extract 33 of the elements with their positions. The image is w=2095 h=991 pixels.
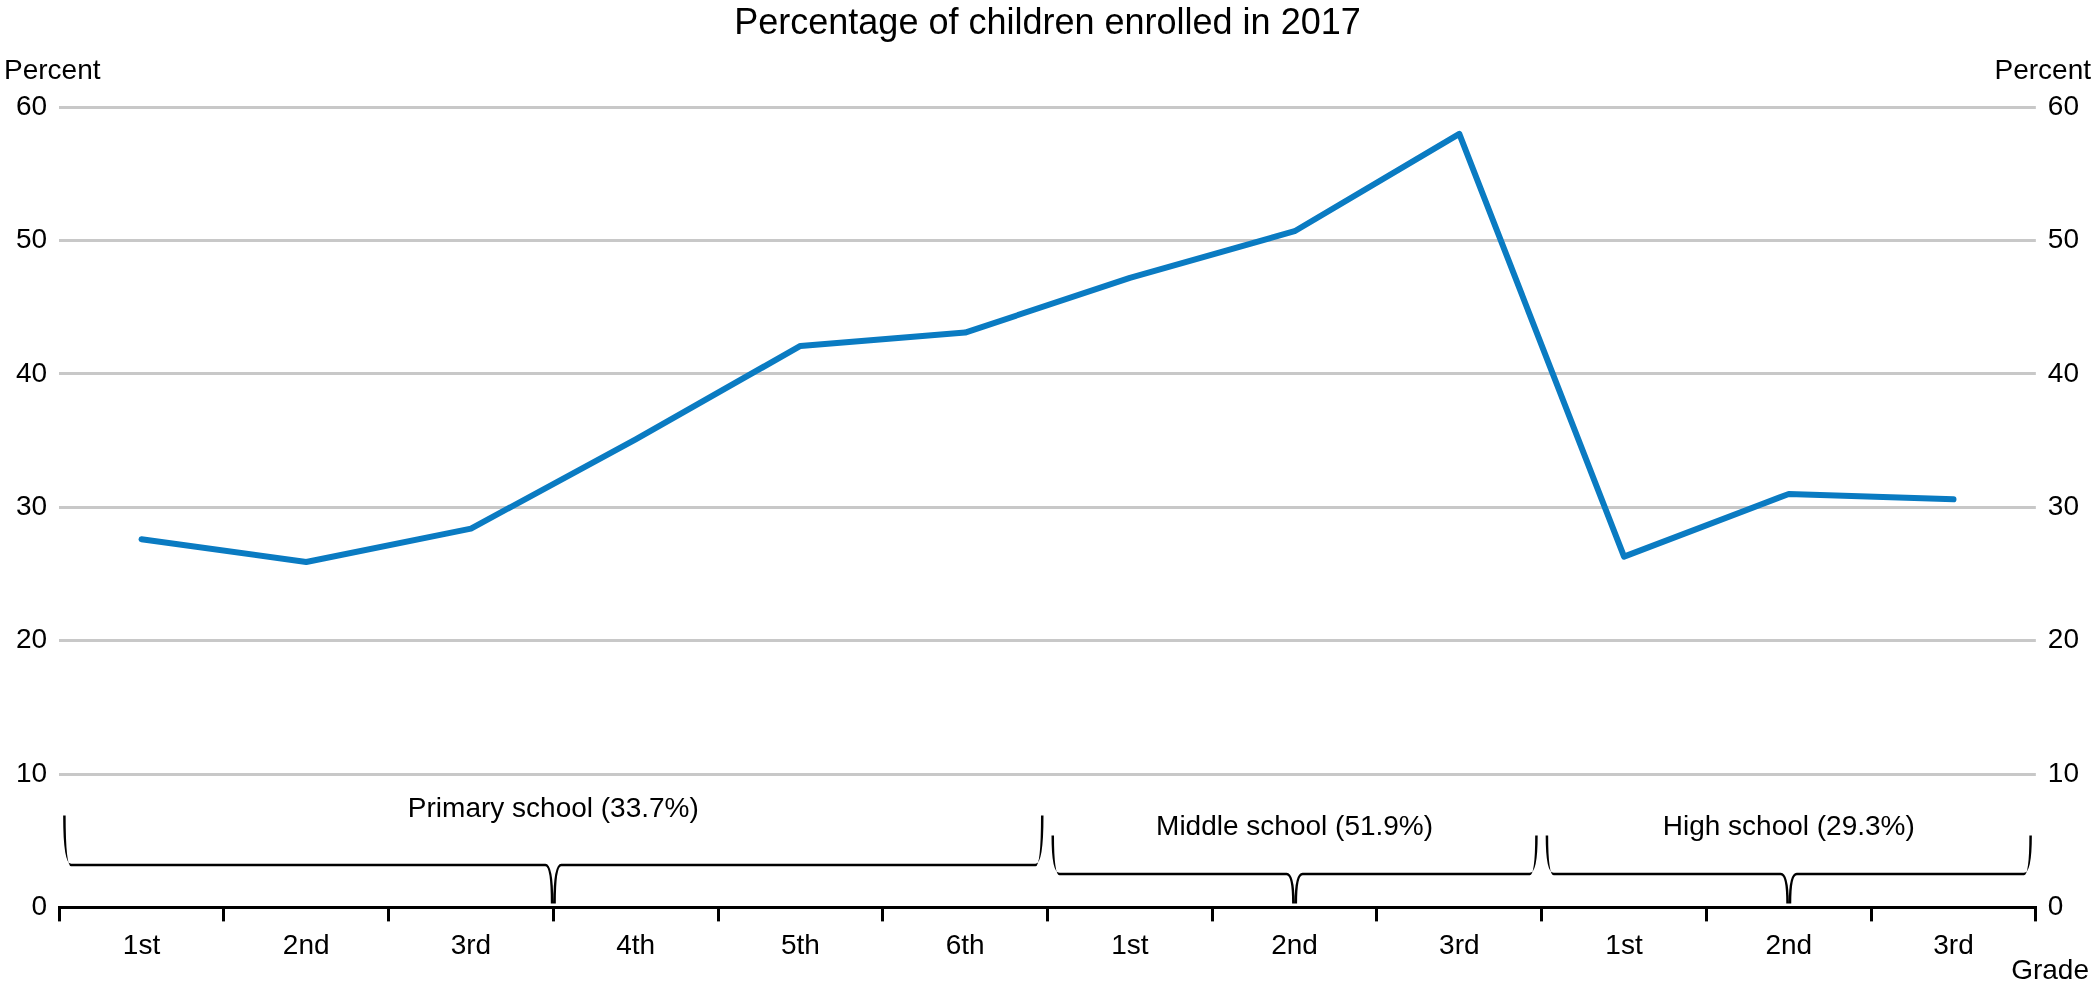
x-tick-label: 2nd <box>1271 928 1318 960</box>
chart-title: Percentage of children enrolled in 2017 <box>734 0 1361 42</box>
x-tick-label: 1st <box>1605 928 1643 960</box>
x-tick-label: 3rd <box>450 928 492 960</box>
y-tick-label: 60 <box>15 89 48 121</box>
y-tick-label: 50 <box>15 223 48 255</box>
x-tick-label: 3rd <box>1933 928 1974 960</box>
x-tick-label: 5th <box>780 928 820 960</box>
y2-tick-label: 10 <box>2047 756 2080 788</box>
y-axis-title: Percent <box>4 53 101 85</box>
x-axis-title: Grade <box>2011 954 2089 986</box>
y-tick-label: 20 <box>15 623 48 655</box>
annotation: Primary school (33.7%) <box>407 792 699 824</box>
x-tick-label: 3rd <box>1439 928 1480 960</box>
y2-tick-label: 0 <box>2047 890 2064 922</box>
annotation: High school (29.3%) <box>1662 810 1915 842</box>
y-tick-label: 30 <box>15 490 48 522</box>
x-tick-label: 6th <box>945 928 985 960</box>
x-tick-label: 1st <box>1111 928 1149 960</box>
x-tick-label: 2nd <box>282 928 330 960</box>
y-tick-label: 10 <box>15 756 48 788</box>
y2-tick-label: 60 <box>2047 89 2080 121</box>
y-tick-label: 0 <box>31 890 48 922</box>
y2-tick-label: 30 <box>2047 490 2080 522</box>
x-tick-label: 4th <box>616 928 656 960</box>
y-tick-label: 40 <box>15 356 48 388</box>
y2-tick-label: 40 <box>2047 356 2080 388</box>
x-tick-label: 1st <box>122 928 161 960</box>
annotation: Middle school (51.9%) <box>1156 810 1434 842</box>
y2-axis-title: Percent <box>1994 53 2092 85</box>
y2-tick-label: 20 <box>2047 623 2080 655</box>
y2-tick-label: 50 <box>2047 223 2080 255</box>
x-tick-label: 2nd <box>1765 928 1813 960</box>
